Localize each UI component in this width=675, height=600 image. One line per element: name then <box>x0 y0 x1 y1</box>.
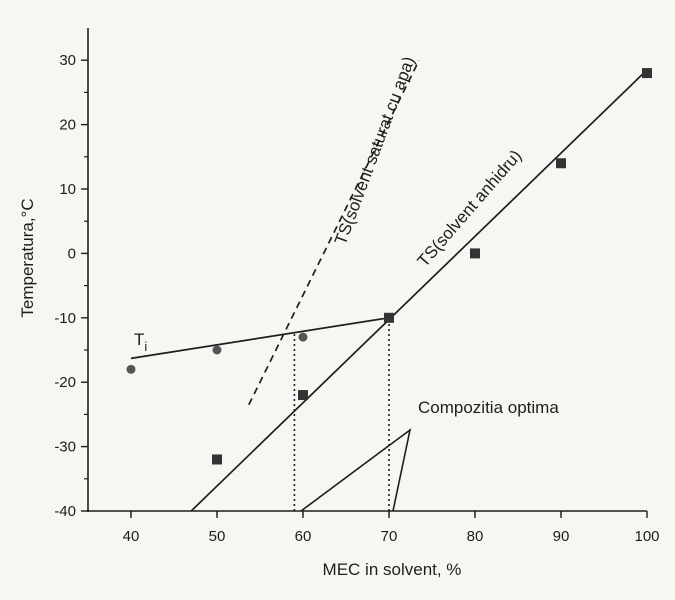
x-tick-label: 60 <box>295 528 312 545</box>
ts-saturat-line <box>248 59 420 406</box>
ti-point <box>298 332 308 342</box>
ts-anhidru-label: TS(solvent anhidru) <box>414 146 526 270</box>
x-tick-label: 70 <box>381 528 398 545</box>
ts-point <box>384 312 394 323</box>
ts-anhidru-line <box>190 69 648 512</box>
ti-label-sub: i <box>144 339 147 354</box>
x-tick-label: 90 <box>553 528 570 545</box>
ts-saturat-label: TS(solvent saturat cu apa) <box>331 54 419 247</box>
y-tick-label: 0 <box>68 245 76 262</box>
ti-line <box>130 316 390 360</box>
y-tick-label: 20 <box>59 117 76 134</box>
x-tick-label: 50 <box>209 528 226 545</box>
y-tick-label: -20 <box>54 374 76 391</box>
y-tick-label: -10 <box>54 310 76 327</box>
ts-point <box>212 454 222 465</box>
optimum-pointer <box>300 428 412 512</box>
optimum-label: Compozitia optima <box>418 398 559 417</box>
ti-label: Ti <box>134 330 147 354</box>
y-tick-label: -30 <box>54 439 76 456</box>
ti-point <box>126 364 136 374</box>
ts-point <box>470 248 480 259</box>
ti-point <box>212 345 222 355</box>
x-tick-label: 100 <box>634 528 659 545</box>
ti-label-main: T <box>134 330 144 349</box>
axes: 40 50 60 70 80 90 100 -40 -30 -20 -10 0 10 20 30 <box>54 28 660 545</box>
y-tick-label: 30 <box>59 52 76 69</box>
ts-point <box>642 68 652 79</box>
x-tick-label: 80 <box>467 528 484 545</box>
x-axis-label: MEC in solvent, % <box>323 560 462 579</box>
y-axis-label: Temperatura,°C <box>18 198 37 317</box>
plot-lines <box>130 59 648 512</box>
ts-point <box>298 390 308 401</box>
y-tick-label: 10 <box>59 181 76 198</box>
markers <box>126 68 652 465</box>
y-tick-label: -40 <box>54 503 76 520</box>
ts-point <box>556 158 566 169</box>
x-tick-label: 40 <box>123 528 140 545</box>
